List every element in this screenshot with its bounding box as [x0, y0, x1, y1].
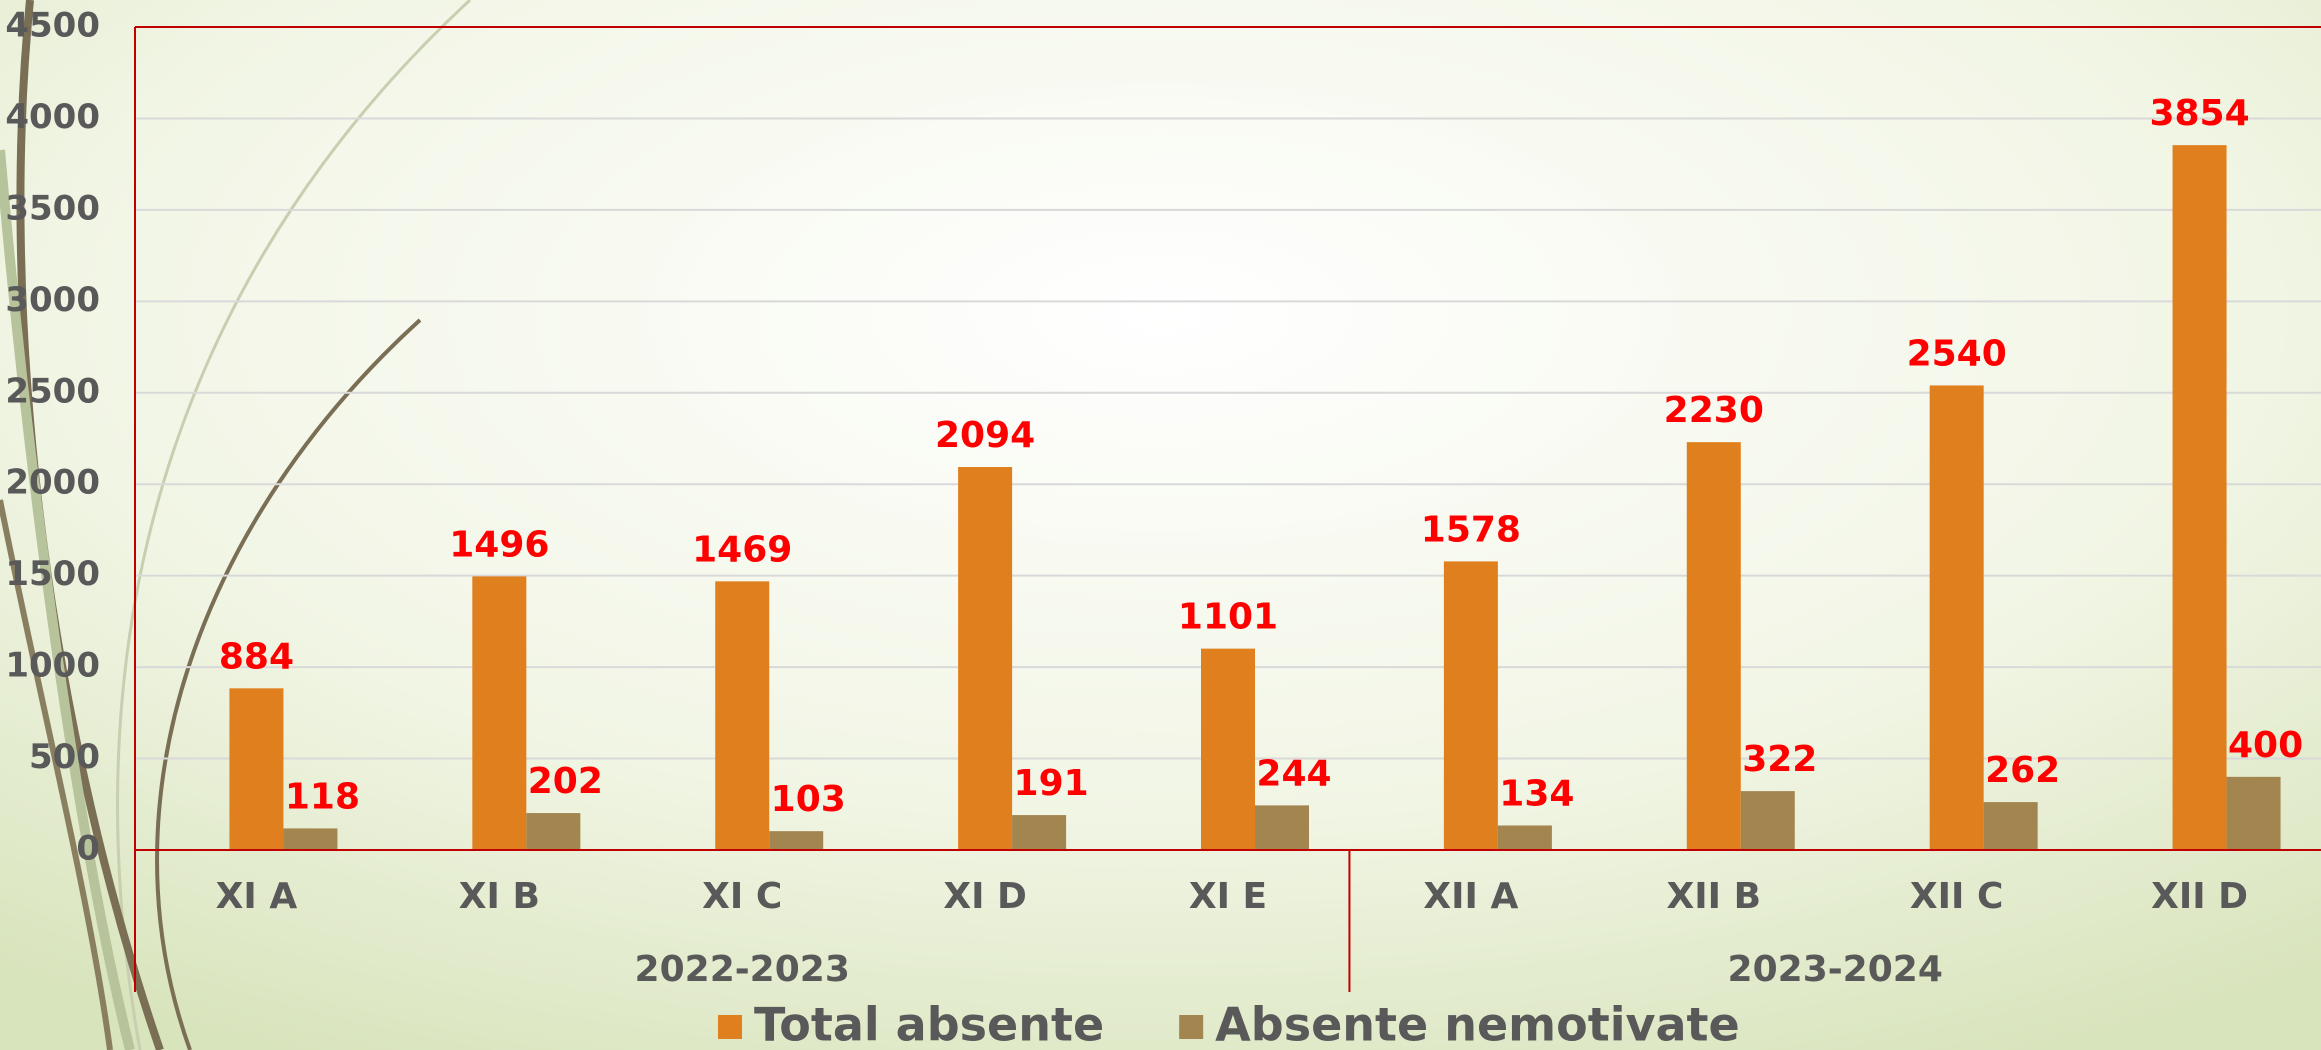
x-tick-label: XI B [459, 876, 540, 917]
legend-label: Total absente [754, 998, 1104, 1050]
bar [1740, 791, 1795, 850]
bar [1983, 802, 2038, 850]
y-tick-label: 3500 [5, 188, 100, 228]
data-label: 202 [528, 761, 603, 802]
y-tick-label: 4000 [5, 97, 100, 137]
y-tick-label: 0 [76, 829, 100, 869]
group-label: 2022-2023 [635, 949, 850, 990]
bar [283, 828, 338, 850]
x-tick-label: XI C [702, 876, 782, 917]
bar [229, 688, 284, 850]
data-label: 3854 [2149, 93, 2249, 134]
data-label: 1101 [1178, 597, 1278, 638]
x-tick-label: XI E [1189, 876, 1267, 917]
bar [1929, 385, 1984, 850]
y-tick-label: 2500 [5, 371, 100, 411]
data-label: 118 [285, 776, 360, 817]
x-tick-label: XII A [1423, 876, 1518, 917]
data-label: 191 [1014, 763, 1089, 804]
bar [472, 576, 527, 850]
data-label: 400 [2228, 725, 2303, 766]
bar [2172, 145, 2227, 850]
data-label: 884 [219, 636, 294, 677]
bar [958, 467, 1013, 850]
data-label: 103 [771, 779, 846, 820]
bar [769, 831, 824, 850]
x-tick-label: XII D [2151, 876, 2248, 917]
x-tick-label: XII B [1667, 876, 1762, 917]
data-label: 244 [1256, 753, 1331, 794]
data-label: 2094 [935, 415, 1035, 456]
data-label: 1578 [1421, 509, 1521, 550]
bar [526, 813, 581, 850]
data-label: 2540 [1907, 333, 2007, 374]
bar [715, 581, 770, 850]
bar [1012, 815, 1067, 850]
data-label: 262 [1985, 750, 2060, 791]
data-label: 322 [1742, 739, 1817, 780]
data-label: 2230 [1664, 390, 1764, 431]
y-tick-label: 1000 [5, 646, 100, 686]
y-tick-label: 1500 [5, 554, 100, 594]
data-label: 1469 [692, 529, 792, 570]
x-tick-label: XII C [1910, 876, 2004, 917]
bar [1443, 561, 1498, 850]
bar [1686, 442, 1741, 850]
legend-label: Absente nemotivate [1215, 998, 1740, 1050]
data-label: 1496 [449, 524, 549, 565]
x-tick-label: XI D [943, 876, 1027, 917]
y-tick-label: 4500 [5, 6, 100, 46]
y-tick-label: 3000 [5, 280, 100, 320]
x-tick-label: XI A [216, 876, 298, 917]
y-tick-label: 2000 [5, 463, 100, 503]
data-label: 134 [1499, 773, 1574, 814]
bar [2226, 776, 2281, 850]
bar [1201, 648, 1255, 850]
bar [1497, 825, 1552, 850]
bar [1255, 805, 1309, 850]
group-label: 2023-2024 [1728, 949, 1943, 990]
legend-swatch [718, 1015, 742, 1039]
y-tick-label: 500 [29, 737, 100, 777]
legend-swatch [1179, 1015, 1204, 1039]
